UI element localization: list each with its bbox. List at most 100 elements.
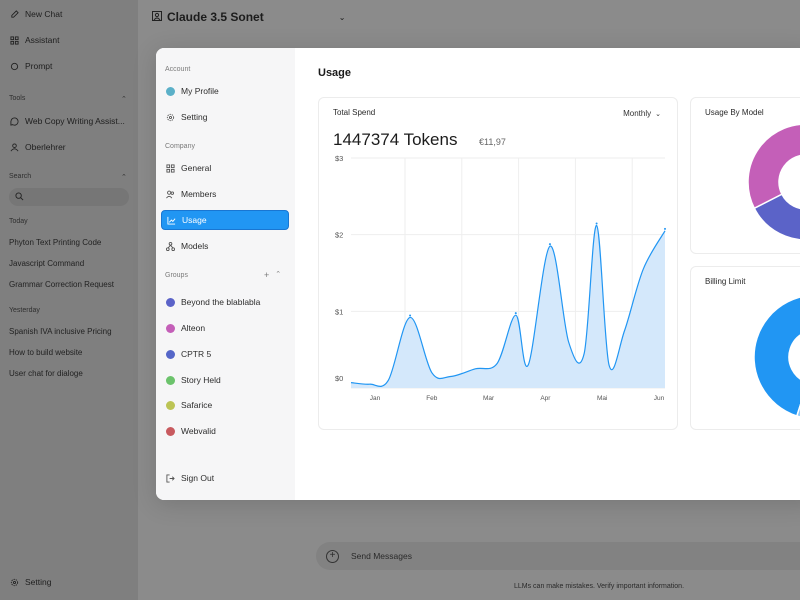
tools-header: Tools ⌃ (9, 95, 127, 103)
prompt-label: Prompt (25, 61, 53, 71)
composer-placeholder: Send Messages (351, 551, 412, 561)
history-item[interactable]: Spanish IVA inclusive Pricing (9, 327, 112, 336)
history-item[interactable]: How to build website (9, 348, 83, 357)
plus-icon[interactable]: + (326, 549, 339, 563)
sign-out-label: Sign Out (181, 473, 215, 483)
sign-out-icon (166, 473, 175, 483)
pie-slice (795, 403, 800, 418)
total-spend-title: Total Spend (333, 108, 376, 117)
add-group-icon[interactable]: + (264, 270, 270, 280)
today-header: Today (9, 218, 28, 225)
billing-limit-title: Billing Limit (705, 277, 746, 286)
groups-controls: + ⌃ (264, 270, 281, 280)
sidebar-item-my-profile[interactable]: My Profile (161, 81, 289, 101)
models-icon (166, 241, 175, 251)
account-header: Account (165, 66, 191, 73)
chevron-up-icon[interactable]: ⌃ (121, 96, 127, 103)
model-selector[interactable]: Claude 3.5 Sonet ⌄ (152, 10, 345, 24)
x-tick-label: Jan (370, 395, 381, 402)
chart-icon (167, 216, 176, 225)
sidebar-item-label: Setting (181, 112, 208, 122)
group-label: Webvalid (181, 426, 216, 436)
person-icon (10, 142, 19, 152)
model-name: Claude 3.5 Sonet (167, 10, 264, 24)
new-chat-button[interactable]: New Chat (10, 9, 62, 19)
tool-label: Oberlehrer (25, 142, 66, 152)
settings-sidebar: Account My Profile Setting Company Gener… (156, 48, 295, 500)
group-item[interactable]: Story Held (161, 370, 289, 390)
data-point (514, 312, 517, 315)
sidebar-item-members[interactable]: Members (161, 184, 289, 204)
sidebar-item-label: General (181, 163, 212, 173)
y-tick-label: $1 (335, 307, 343, 316)
chevron-up-icon[interactable]: ⌃ (121, 174, 127, 181)
company-header: Company (165, 143, 195, 150)
prompt-button[interactable]: Prompt (10, 61, 52, 71)
total-spend-card: Total Spend Monthly ⌄ 1447374 Tokens €11… (318, 97, 678, 430)
x-tick-label: Mar (483, 395, 495, 402)
y-tick-label: $0 (335, 374, 343, 383)
search-header-label: Search (9, 173, 32, 180)
settings-label: Setting (25, 577, 52, 587)
pie-slice (753, 193, 800, 241)
group-item[interactable]: Safarice (161, 395, 289, 415)
data-point (595, 222, 598, 225)
settings-button[interactable]: Setting (10, 577, 51, 587)
data-point (409, 314, 412, 317)
new-chat-icon (10, 9, 19, 19)
history-item[interactable]: Grammar Correction Request (9, 280, 114, 289)
history-item[interactable]: Javascript Command (9, 259, 85, 268)
chevron-down-icon[interactable]: ⌄ (338, 12, 346, 22)
group-label: Safarice (181, 400, 213, 410)
assistant-button[interactable]: Assistant (10, 35, 60, 45)
search-icon (15, 192, 24, 203)
group-item[interactable]: Webvalid (161, 421, 289, 441)
data-point (548, 243, 551, 246)
group-color-dot (166, 297, 175, 307)
group-color-dot (166, 323, 175, 333)
settings-modal: Account My Profile Setting Company Gener… (156, 48, 800, 500)
chevron-down-icon: ⌄ (655, 110, 661, 118)
groups-header: Groups (165, 272, 188, 279)
sidebar-item-usage[interactable]: Usage (161, 210, 289, 230)
chevron-up-icon[interactable]: ⌃ (275, 271, 282, 278)
billing-limit-card: Billing Limit (690, 266, 800, 430)
assistant-icon (10, 35, 19, 45)
profile-avatar-icon (166, 86, 175, 96)
sidebar-item-models[interactable]: Models (161, 236, 289, 256)
group-color-dot (166, 349, 175, 359)
gear-icon (10, 578, 19, 587)
search-input[interactable] (9, 188, 129, 206)
usage-by-model-card: Usage By Model (690, 97, 800, 254)
x-tick-label: Jun (654, 395, 665, 402)
period-dropdown[interactable]: Monthly ⌄ (623, 109, 661, 118)
sign-out-button[interactable]: Sign Out (161, 468, 289, 488)
tool-item-web-copy[interactable]: Web Copy Writing Assist... (10, 116, 125, 126)
yesterday-header: Yesterday (9, 307, 40, 314)
history-item[interactable]: User chat for dialoge (9, 369, 83, 378)
y-tick-label: $2 (335, 231, 343, 240)
gear-icon (166, 113, 175, 122)
prompt-icon (10, 62, 19, 71)
tool-item-oberlehrer[interactable]: Oberlehrer (10, 142, 66, 152)
sidebar-item-setting[interactable]: Setting (161, 107, 289, 127)
sidebar-item-general[interactable]: General (161, 158, 289, 178)
usage-by-model-title: Usage By Model (705, 108, 764, 117)
cost-value: €11,97 (479, 137, 506, 147)
y-tick-label: $3 (335, 154, 343, 163)
disclaimer-text: LLMs can make mistakes. Verify important… (514, 583, 685, 590)
message-composer[interactable]: + Send Messages (316, 542, 800, 570)
new-chat-label: New Chat (25, 9, 63, 19)
tools-header-label: Tools (9, 95, 26, 102)
group-label: Alteon (181, 323, 206, 333)
model-icon (152, 10, 162, 24)
app-sidebar: New Chat Assistant Prompt Tools ⌃ Web Cop… (0, 0, 138, 600)
data-point (664, 227, 666, 230)
group-color-dot (166, 400, 175, 410)
group-item[interactable]: CPTR 5 (161, 344, 289, 364)
sidebar-item-label: Models (181, 241, 209, 251)
group-item[interactable]: Alteon (161, 318, 289, 338)
history-item[interactable]: Phyton Text Printing Code (9, 238, 102, 247)
tool-label: Web Copy Writing Assist... (25, 116, 125, 126)
group-item[interactable]: Beyond the blablabla (161, 292, 289, 312)
